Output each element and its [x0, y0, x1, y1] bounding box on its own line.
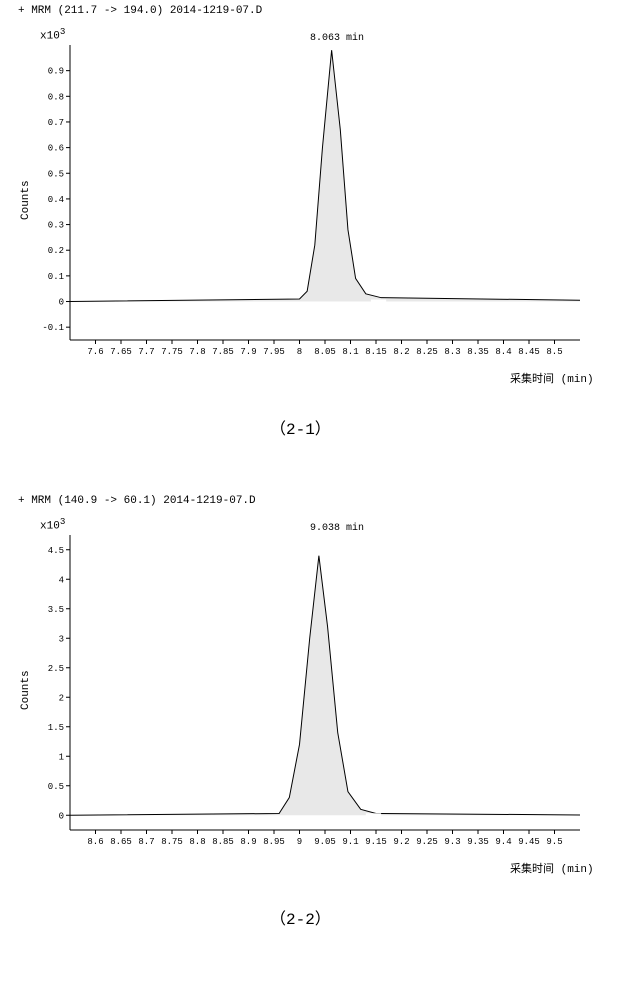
svg-text:4.5: 4.5: [48, 546, 64, 556]
svg-text:8.65: 8.65: [110, 837, 132, 847]
svg-text:8.05: 8.05: [314, 347, 336, 357]
svg-text:9.4: 9.4: [495, 837, 511, 847]
svg-text:7.95: 7.95: [263, 347, 285, 357]
chart2-caption: （2-2）: [270, 905, 331, 929]
svg-text:8.9: 8.9: [240, 837, 256, 847]
svg-text:8.25: 8.25: [416, 347, 438, 357]
svg-text:4: 4: [59, 575, 64, 585]
svg-text:7.7: 7.7: [138, 347, 154, 357]
svg-text:9.45: 9.45: [518, 837, 540, 847]
svg-text:7.65: 7.65: [110, 347, 132, 357]
svg-text:0.4: 0.4: [48, 195, 64, 205]
svg-text:9: 9: [297, 837, 302, 847]
svg-text:0.6: 0.6: [48, 144, 64, 154]
svg-text:2: 2: [59, 693, 64, 703]
svg-text:0.1: 0.1: [48, 272, 64, 282]
svg-text:7.85: 7.85: [212, 347, 234, 357]
svg-text:2.5: 2.5: [48, 664, 64, 674]
svg-text:-0.1: -0.1: [42, 323, 64, 333]
svg-text:8.7: 8.7: [138, 837, 154, 847]
svg-text:7.8: 7.8: [189, 347, 205, 357]
svg-text:0.5: 0.5: [48, 169, 64, 179]
svg-text:8.8: 8.8: [189, 837, 205, 847]
svg-text:8.6: 8.6: [87, 837, 103, 847]
svg-text:1.5: 1.5: [48, 723, 64, 733]
svg-text:8: 8: [297, 347, 302, 357]
svg-text:7.9: 7.9: [240, 347, 256, 357]
svg-text:8.75: 8.75: [161, 837, 183, 847]
svg-text:9.5: 9.5: [546, 837, 562, 847]
svg-text:9.3: 9.3: [444, 837, 460, 847]
svg-text:8.45: 8.45: [518, 347, 540, 357]
chart-panel-1: + MRM (211.7 -> 194.0) 2014-1219-07.D x1…: [0, 0, 621, 470]
svg-text:9.1: 9.1: [342, 837, 358, 847]
svg-text:7.75: 7.75: [161, 347, 183, 357]
svg-text:1: 1: [59, 752, 64, 762]
chart2-svg: 0 0.5 1 1.5 2 2.5 3 3.5 4 4.5 8.6 8.65 8.7 8.75 8.8 8.8…: [0, 490, 621, 890]
chart1-svg: -0.1 0 0.1 0.2 0.3 0.4 0.5 0.6 0.7 0.8 0.9 7.6 7.65 7…: [0, 0, 621, 400]
svg-text:8.85: 8.85: [212, 837, 234, 847]
svg-text:9.05: 9.05: [314, 837, 336, 847]
chart-panel-2: + MRM (140.9 -> 60.1) 2014-1219-07.D x10…: [0, 490, 621, 960]
svg-text:3: 3: [59, 634, 64, 644]
svg-text:8.5: 8.5: [546, 347, 562, 357]
svg-text:9.25: 9.25: [416, 837, 438, 847]
svg-text:8.4: 8.4: [495, 347, 511, 357]
svg-text:0.5: 0.5: [48, 782, 64, 792]
svg-text:0: 0: [59, 298, 64, 308]
svg-text:0.7: 0.7: [48, 118, 64, 128]
svg-text:8.2: 8.2: [393, 347, 409, 357]
svg-text:0.3: 0.3: [48, 221, 64, 231]
svg-text:3.5: 3.5: [48, 605, 64, 615]
svg-text:0.8: 0.8: [48, 92, 64, 102]
chart1-caption: （2-1）: [270, 415, 331, 439]
svg-text:9.15: 9.15: [365, 837, 387, 847]
svg-text:0: 0: [59, 811, 64, 821]
svg-text:8.95: 8.95: [263, 837, 285, 847]
svg-text:8.3: 8.3: [444, 347, 460, 357]
svg-text:8.1: 8.1: [342, 347, 358, 357]
svg-text:0.2: 0.2: [48, 246, 64, 256]
svg-text:8.35: 8.35: [467, 347, 489, 357]
svg-text:0.9: 0.9: [48, 67, 64, 77]
svg-text:9.35: 9.35: [467, 837, 489, 847]
svg-text:8.15: 8.15: [365, 347, 387, 357]
svg-text:9.2: 9.2: [393, 837, 409, 847]
svg-text:7.6: 7.6: [87, 347, 103, 357]
